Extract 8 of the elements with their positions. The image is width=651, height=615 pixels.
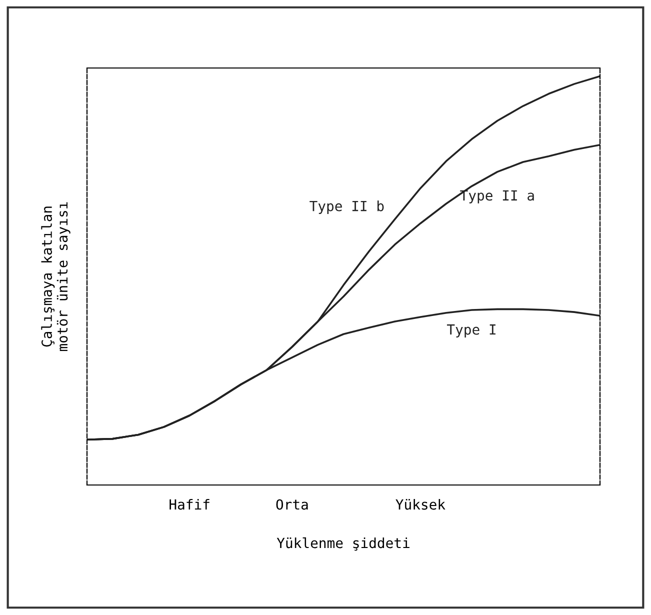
y-axis-title: Çalışmaya katılan motör ünite sayısı — [41, 202, 70, 352]
series-label: Type II a — [460, 190, 534, 204]
x-tick-label: Yüksek — [396, 498, 446, 510]
x-tick-label: Hafif — [170, 498, 210, 510]
series-label: Type II b — [310, 200, 384, 214]
series-label: Type I — [446, 324, 496, 338]
x-axis-title: Yüklenme şiddeti — [276, 537, 410, 551]
x-tick-label: Orta — [276, 499, 308, 510]
